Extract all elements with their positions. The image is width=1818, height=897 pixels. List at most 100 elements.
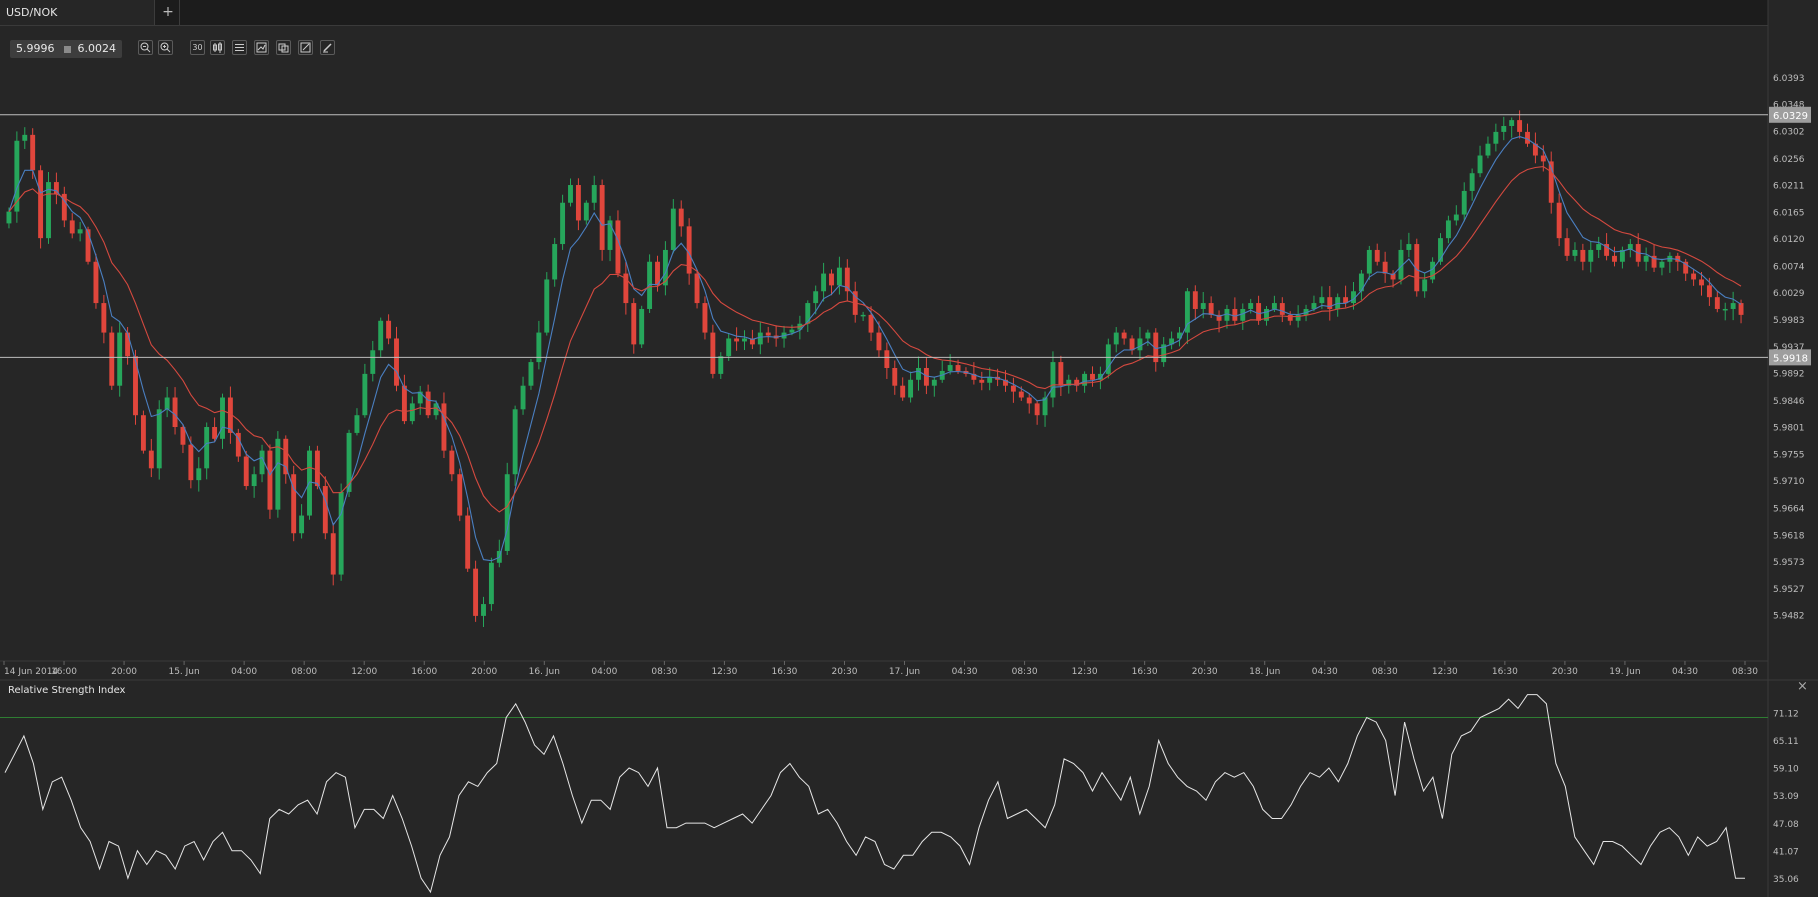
candle-body bbox=[227, 397, 233, 433]
candle-body bbox=[1090, 373, 1095, 380]
candle-body bbox=[409, 403, 415, 422]
candle-body bbox=[1295, 314, 1301, 321]
time-tick-label: 12:00 bbox=[351, 667, 377, 677]
add-tab-button[interactable]: + bbox=[157, 0, 180, 25]
candle-body bbox=[1714, 297, 1720, 309]
candle-body bbox=[125, 332, 131, 357]
candle-body bbox=[1169, 338, 1175, 345]
candle-body bbox=[6, 211, 12, 224]
candle-body bbox=[1738, 303, 1744, 315]
candle-body bbox=[1026, 397, 1032, 404]
candle-body bbox=[433, 403, 439, 416]
candle-body bbox=[734, 338, 740, 342]
candle-body bbox=[1153, 332, 1159, 363]
candle-body bbox=[1066, 379, 1072, 386]
zoom-in-icon[interactable] bbox=[158, 40, 173, 55]
rsi-tick-label: 53.09 bbox=[1773, 792, 1799, 802]
candle-body bbox=[1145, 332, 1151, 339]
time-tick-label: 08:00 bbox=[291, 667, 317, 677]
period-icon[interactable]: 30 bbox=[190, 40, 205, 55]
rsi-line bbox=[4, 694, 1745, 894]
candle-body bbox=[394, 338, 399, 386]
quote-box[interactable]: 5.9996 6.0024 bbox=[10, 40, 122, 58]
candle-body bbox=[322, 486, 328, 534]
candle-body bbox=[1184, 291, 1190, 333]
candle-body bbox=[1548, 161, 1554, 203]
candle-body bbox=[267, 450, 273, 510]
close-rsi-icon[interactable]: × bbox=[1797, 679, 1808, 694]
candle-body bbox=[678, 208, 684, 227]
zoom-out-icon[interactable] bbox=[138, 40, 153, 55]
indicators-icon[interactable] bbox=[232, 40, 247, 55]
candle-body bbox=[710, 332, 716, 374]
tab-bar: USD/NOK + bbox=[0, 0, 1768, 26]
candle-body bbox=[1208, 303, 1214, 315]
quote-separator-icon bbox=[64, 46, 71, 53]
candle-body bbox=[291, 474, 297, 534]
candle-body bbox=[1398, 249, 1404, 280]
candle-body bbox=[1390, 273, 1396, 280]
candle-body bbox=[1161, 344, 1167, 363]
candle-body bbox=[1097, 373, 1103, 380]
candle-body bbox=[69, 220, 75, 234]
candle-body bbox=[749, 338, 755, 345]
price-tick-label: 6.0120 bbox=[1773, 235, 1805, 245]
candle-body bbox=[1256, 303, 1262, 321]
price-tag-label: 5.9918 bbox=[1773, 353, 1808, 364]
candle-body bbox=[117, 332, 123, 386]
rsi-tick-label: 41.07 bbox=[1773, 847, 1799, 857]
candle-body bbox=[338, 491, 344, 575]
candle-body bbox=[235, 432, 241, 457]
candle-body bbox=[536, 332, 542, 363]
candle-style-icon[interactable] bbox=[210, 40, 225, 55]
candle-body bbox=[1082, 373, 1088, 386]
candle-body bbox=[1406, 244, 1412, 250]
candle-body bbox=[212, 427, 218, 439]
candle-body bbox=[916, 367, 921, 380]
candle-body bbox=[971, 373, 977, 380]
candle-body bbox=[449, 450, 455, 475]
ema-slow-line bbox=[8, 166, 1742, 513]
autoscale-icon[interactable] bbox=[254, 40, 269, 55]
draw-icon[interactable] bbox=[298, 40, 313, 55]
candle-body bbox=[742, 338, 747, 342]
candle-body bbox=[1287, 314, 1293, 321]
candle-body bbox=[1137, 338, 1143, 351]
candle-body bbox=[931, 379, 937, 386]
time-tick-label: 16:30 bbox=[1492, 667, 1518, 677]
candle-body bbox=[1453, 214, 1459, 221]
objects-icon[interactable] bbox=[276, 40, 291, 55]
candle-body bbox=[702, 303, 708, 333]
time-tick-label: 17. Jun bbox=[889, 667, 920, 677]
price-tick-label: 5.9801 bbox=[1773, 423, 1805, 433]
candle-body bbox=[923, 367, 929, 386]
candle-body bbox=[1042, 397, 1048, 416]
candle-body bbox=[607, 220, 613, 250]
candle-body bbox=[1580, 249, 1586, 262]
price-tick-label: 5.9527 bbox=[1773, 585, 1805, 595]
candle-body bbox=[1311, 303, 1317, 309]
price-tick-label: 6.0302 bbox=[1773, 128, 1805, 138]
candle-body bbox=[275, 438, 281, 510]
time-tick-label: 04:30 bbox=[1672, 667, 1698, 677]
candle-body bbox=[813, 291, 819, 304]
tab-symbol[interactable]: USD/NOK bbox=[0, 0, 155, 25]
candle-body bbox=[639, 308, 645, 345]
candle-body bbox=[1058, 362, 1064, 386]
candle-body bbox=[836, 267, 842, 286]
candle-body bbox=[1651, 255, 1657, 268]
candle-body bbox=[457, 474, 463, 516]
candle-body bbox=[1588, 249, 1594, 262]
price-tick-label: 6.0348 bbox=[1773, 101, 1805, 111]
candle-body bbox=[1264, 308, 1269, 321]
candle-body bbox=[844, 267, 850, 292]
time-tick-label: 20:00 bbox=[471, 667, 497, 677]
candle-body bbox=[504, 474, 510, 551]
candle-body bbox=[789, 329, 795, 333]
candle-body bbox=[829, 273, 834, 286]
candle-body bbox=[1485, 143, 1491, 156]
candle-body bbox=[1596, 244, 1602, 250]
candle-body bbox=[473, 568, 479, 616]
pencil-icon[interactable] bbox=[320, 40, 335, 55]
